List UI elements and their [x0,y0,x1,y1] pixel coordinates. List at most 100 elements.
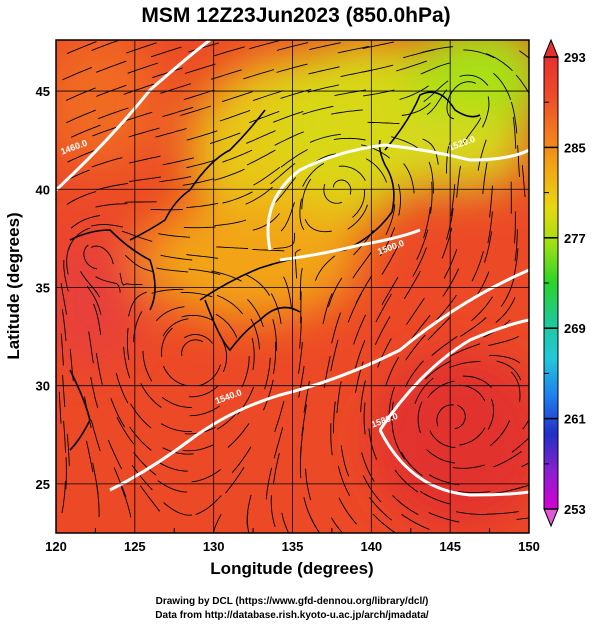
streamline [330,423,333,456]
streamline [340,445,350,477]
streamline [449,361,481,369]
streamline [372,513,397,533]
streamline [484,231,493,263]
streamline [264,357,271,390]
streamline [273,110,304,123]
streamline [62,375,66,408]
streamline [446,90,455,120]
streamline [280,149,308,168]
streamline [181,339,204,357]
streamline [374,316,391,346]
streamline [281,512,290,533]
streamline [156,267,189,273]
streamline [405,334,426,361]
streamline [95,353,103,385]
streamline [406,297,425,325]
colorbar-ticks: 293 285 277 269 261 253 [544,50,586,517]
streamline [510,101,518,134]
streamline [337,45,370,54]
streamline [362,41,394,49]
streamline [66,41,97,55]
streamline [182,444,214,452]
streamline [347,204,368,230]
streamline [222,191,253,204]
streamline [274,131,304,146]
streamline [426,89,448,115]
streamline [60,282,67,315]
streamline [454,404,466,430]
streamline [517,145,520,178]
streamline [302,105,334,115]
streamline [493,451,522,468]
streamline [396,60,427,72]
streamline [338,497,357,525]
streamline [62,66,92,81]
streamline [423,206,431,239]
streamline [500,277,515,307]
streamline [160,423,192,433]
streamline [161,327,173,357]
streamline [162,447,194,455]
colorbar-tick-label: 253 [564,502,586,517]
streamline [214,219,247,227]
temperature-mid-region [140,200,360,320]
streamline [123,346,131,379]
streamline [381,246,399,275]
streamline [98,107,129,120]
streamline [420,62,451,75]
streamline [436,404,454,427]
streamline [162,318,189,337]
streamline [86,440,94,473]
streamline [127,62,159,74]
streamline [163,502,193,516]
height-contours [56,40,529,497]
streamline [124,254,153,272]
streamline [400,451,423,477]
streamline [183,89,215,101]
streamline [417,401,423,433]
streamline [347,293,362,323]
streamline [463,49,495,59]
contour-1460 [56,40,211,192]
colorbar-tick-label: 277 [564,231,586,246]
streamline [272,319,278,351]
streamline [308,66,340,75]
x-axis-ticks: 120 125 130 135 140 145 150 [45,528,540,554]
streamline [126,328,130,361]
x-tick-label: 125 [124,539,146,554]
streamline [314,255,336,281]
streamline [155,128,187,138]
streamline [328,277,343,308]
streamline [276,63,308,73]
streamline [459,427,486,446]
credit-data-source: Data from http://database.rish.kyoto-u.a… [155,610,429,621]
streamline [427,316,451,341]
streamline [96,485,100,518]
streamline [394,469,419,493]
streamline [514,229,518,262]
streamline [251,337,255,370]
streamline [215,313,238,338]
streamline [377,338,392,368]
streamline [490,420,510,446]
streamline [460,317,487,337]
streamline [515,74,529,95]
coastline-korea-mainland [129,109,266,241]
streamline [331,109,363,115]
streamline [431,336,458,356]
streamline [298,341,303,374]
streamline [489,354,521,364]
streamline [493,72,512,100]
streamline [249,40,281,50]
streamline [133,452,157,476]
streamline [489,185,493,218]
streamline [216,294,243,315]
streamline [214,168,245,181]
streamline [126,42,157,54]
streamline [309,515,321,533]
streamline [219,109,251,122]
streamline [458,490,491,494]
streamline [471,296,493,322]
streamline [225,466,245,494]
streamline [90,420,101,452]
